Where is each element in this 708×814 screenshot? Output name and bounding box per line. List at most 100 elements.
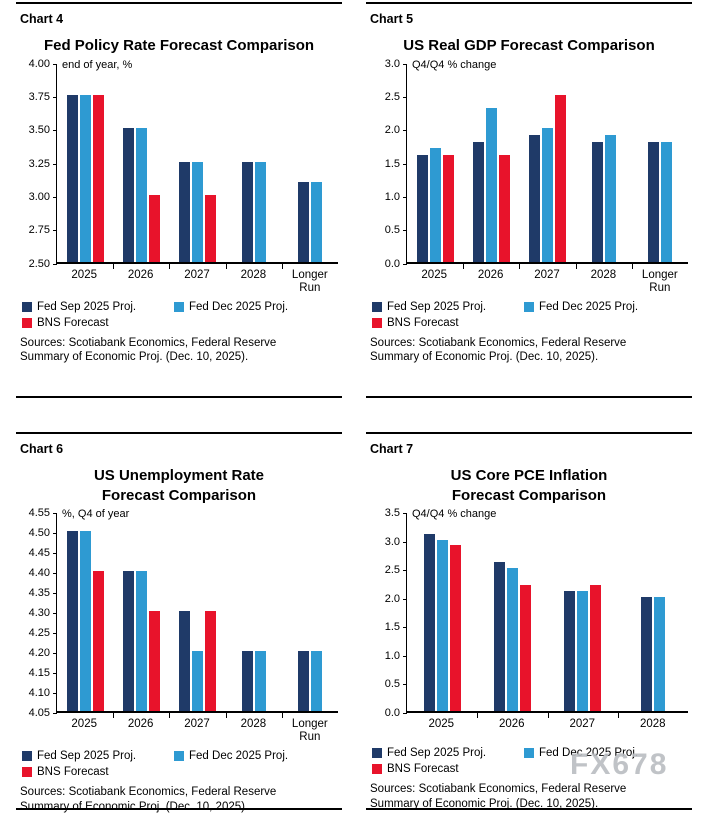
y-axis-tick bbox=[53, 63, 57, 65]
legend-item-fed-sep-2025-proj: Fed Sep 2025 Proj. bbox=[22, 301, 172, 313]
bar-fed-sep-2025-proj bbox=[297, 181, 309, 262]
bar-group bbox=[632, 141, 688, 262]
bar-fed-dec-2025-proj bbox=[542, 128, 553, 262]
legend-swatch-icon bbox=[372, 764, 382, 774]
x-axis-label: 2026 bbox=[462, 269, 518, 285]
bar-group bbox=[463, 108, 519, 262]
x-axis-label-line: 2026 bbox=[127, 268, 154, 281]
y-axis-tick-label: 4.10 bbox=[28, 687, 50, 699]
y-axis-tick-label: 4.40 bbox=[28, 567, 50, 579]
x-axis-label-line: 2027 bbox=[569, 718, 596, 730]
bar-groups bbox=[407, 64, 688, 262]
chart-title: US Core PCE Inflation Forecast Comparison bbox=[370, 466, 688, 505]
x-axis-label: 2028 bbox=[225, 269, 281, 285]
chart-title-line: US Unemployment Rate bbox=[93, 467, 265, 484]
legend-swatch-icon bbox=[22, 767, 32, 777]
x-axis-label-line: 2025 bbox=[428, 718, 455, 730]
legend-label: BNS Forecast bbox=[387, 316, 459, 329]
y-axis-tick bbox=[403, 513, 407, 514]
bar-group bbox=[519, 94, 575, 262]
y-axis-tick bbox=[53, 693, 57, 694]
x-axis-tick bbox=[113, 263, 115, 269]
legend-label: Fed Sep 2025 Proj. bbox=[387, 300, 487, 313]
y-axis-tick-label: 2.50 bbox=[28, 257, 50, 270]
x-axis-label-line: 2028 bbox=[590, 268, 617, 281]
x-axis-label: Longer Run bbox=[632, 269, 688, 294]
bar-fed-dec-2025-proj bbox=[192, 651, 203, 711]
bar-fed-sep-2025-proj bbox=[416, 154, 428, 262]
sources-note: Sources: Scotiabank Economics, Federal R… bbox=[370, 782, 688, 811]
y-axis-tick bbox=[403, 96, 407, 98]
x-axis-label: 2027 bbox=[169, 718, 225, 734]
bar-fed-dec-2025-proj bbox=[429, 148, 441, 262]
x-axis-label: 2027 bbox=[547, 718, 618, 731]
bar-group bbox=[57, 531, 113, 711]
y-axis-tick-label: 4.45 bbox=[28, 547, 50, 559]
bar-group bbox=[169, 611, 225, 711]
y-axis-tick bbox=[403, 598, 407, 600]
x-axis-tick bbox=[225, 263, 227, 269]
bar-group bbox=[618, 596, 688, 711]
legend-label: Fed Dec 2025 Proj. bbox=[539, 747, 639, 759]
legend-swatch-icon bbox=[22, 317, 32, 328]
y-axis-tick-label: 4.00 bbox=[28, 57, 50, 70]
bar-group bbox=[113, 128, 169, 262]
x-axis-label-line: Longer bbox=[291, 268, 328, 281]
plot-area: %, Q4 of year bbox=[53, 508, 338, 718]
sources-note-line: Summary of Economic Proj. (Dec. 10, 2025… bbox=[370, 351, 599, 364]
bar-bns-forecast bbox=[498, 154, 510, 262]
bar-fed-dec-2025-proj bbox=[135, 128, 147, 262]
x-axis-label: 2028 bbox=[618, 718, 689, 731]
plot-area: Q4/Q4 % change bbox=[403, 508, 688, 718]
y-axis-tick bbox=[53, 633, 57, 634]
y-axis-tick-label: 4.50 bbox=[28, 527, 50, 539]
y-axis-tick bbox=[403, 163, 407, 165]
x-axis-label-line: 2027 bbox=[534, 268, 560, 281]
x-axis-label-line: 2026 bbox=[127, 718, 154, 730]
y-axis-tick bbox=[53, 713, 57, 714]
chart-title-line: US Real GDP Forecast Comparison bbox=[403, 37, 655, 54]
x-axis-label-line: Run bbox=[299, 731, 321, 743]
x-axis-tick bbox=[575, 263, 577, 269]
chart-title-line: Fed Policy Rate Forecast Comparison bbox=[43, 37, 315, 54]
chart-number-label: Chart 4 bbox=[20, 12, 64, 26]
bar-fed-sep-2025-proj bbox=[179, 611, 190, 711]
legend-item-fed-dec-2025-proj: Fed Dec 2025 Proj. bbox=[174, 750, 338, 762]
x-axis-tick bbox=[477, 713, 479, 718]
legend: Fed Sep 2025 Proj. Fed Dec 2025 Proj. BNS … bbox=[22, 301, 338, 329]
plot: 3.0 2.5 2.0 1.5 1.0 0.5 0.0 Q4/Q4 % change bbox=[370, 58, 688, 270]
legend-swatch-icon bbox=[372, 317, 382, 328]
bar-fed-dec-2025-proj bbox=[79, 94, 91, 262]
sources-note: Sources: Scotiabank Economics, Federal R… bbox=[20, 785, 338, 814]
bar-bns-forecast bbox=[205, 194, 216, 262]
legend-swatch-icon bbox=[174, 301, 184, 312]
y-axis-tick bbox=[403, 541, 407, 543]
bar-bns-forecast bbox=[205, 611, 216, 711]
y-axis-tick-label: 4.25 bbox=[28, 627, 50, 639]
x-axis-tick bbox=[281, 713, 283, 718]
chart-title: US Real GDP Forecast Comparison bbox=[370, 36, 688, 56]
legend-label: Fed Sep 2025 Proj. bbox=[387, 747, 487, 759]
bar-bns-forecast bbox=[148, 611, 160, 711]
x-axis-label: 2025 bbox=[56, 718, 112, 734]
bar-fed-dec-2025-proj bbox=[79, 531, 91, 711]
bar-bns-forecast bbox=[92, 571, 104, 711]
bar-fed-dec-2025-proj bbox=[135, 571, 147, 711]
legend-swatch-icon bbox=[174, 751, 184, 761]
legend-swatch-icon bbox=[524, 748, 534, 758]
y-axis-tick-label: 2.75 bbox=[28, 224, 50, 237]
x-axis-label: 2025 bbox=[56, 269, 112, 285]
x-axis-label: 2027 bbox=[169, 269, 225, 285]
x-axis-label-line: 2025 bbox=[71, 268, 97, 281]
bar-fed-dec-2025-proj bbox=[254, 651, 266, 711]
chart-title-line: Forecast Comparison bbox=[101, 486, 257, 504]
bar-fed-dec-2025-proj bbox=[577, 591, 589, 711]
y-axis-tick-label: 4.55 bbox=[28, 507, 50, 519]
y-axis-tick bbox=[53, 533, 57, 534]
legend-label: Fed Dec 2025 Proj. bbox=[539, 300, 639, 313]
bar-bns-forecast bbox=[449, 545, 461, 711]
x-axis-label-line: Run bbox=[649, 281, 671, 294]
legend-label: BNS Forecast bbox=[37, 766, 109, 778]
bar-fed-sep-2025-proj bbox=[472, 141, 484, 262]
